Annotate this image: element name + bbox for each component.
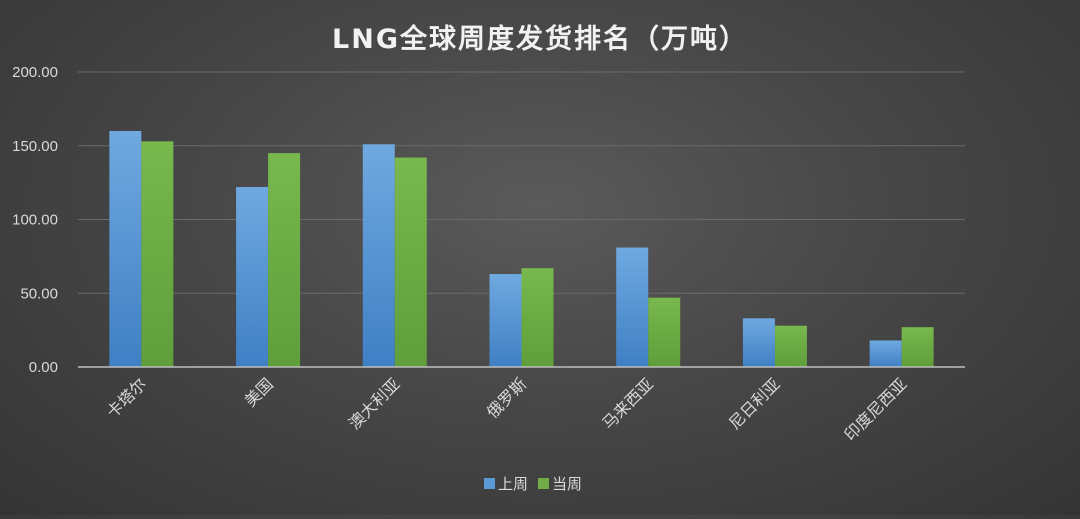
bar-last-week bbox=[362, 144, 395, 367]
x-category-label: 卡塔尔 bbox=[103, 374, 150, 421]
y-tick-label: 100.00 bbox=[12, 212, 58, 229]
legend-label: 上周 bbox=[498, 475, 528, 493]
y-axis-ticks: 0.00 50.00 100.00 150.00 200.00 bbox=[12, 64, 58, 376]
legend: 上周 当周 bbox=[484, 475, 582, 493]
bar-this-week bbox=[521, 268, 554, 367]
x-category-label: 尼日利亚 bbox=[725, 374, 784, 433]
legend-label: 当周 bbox=[552, 475, 582, 493]
y-tick-label: 200.00 bbox=[12, 64, 58, 81]
y-tick-label: 50.00 bbox=[20, 285, 58, 302]
y-tick-label: 150.00 bbox=[12, 138, 58, 155]
y-tick-label: 0.00 bbox=[29, 359, 58, 376]
bar-last-week bbox=[616, 247, 649, 367]
gridlines bbox=[78, 71, 965, 294]
bar-last-week bbox=[869, 340, 902, 367]
bar-last-week bbox=[742, 318, 775, 367]
x-category-label: 澳大利亚 bbox=[345, 374, 404, 433]
bar-this-week bbox=[394, 157, 427, 367]
bar-this-week bbox=[141, 141, 174, 367]
x-category-label: 马来西亚 bbox=[598, 374, 657, 433]
legend-swatch bbox=[484, 478, 495, 489]
bar-this-week bbox=[268, 153, 301, 367]
x-category-label: 美国 bbox=[241, 374, 277, 410]
bar-last-week bbox=[489, 274, 522, 367]
bar-this-week bbox=[774, 325, 807, 367]
bar-last-week bbox=[236, 187, 269, 367]
x-axis-labels: 卡塔尔 美国 澳大利亚 俄罗斯 马来西亚 尼日利亚 印度尼西亚 bbox=[103, 374, 911, 444]
bar-this-week bbox=[648, 297, 681, 367]
legend-swatch bbox=[538, 478, 549, 489]
chart-title: LNG全球周度发货排名（万吨） bbox=[332, 23, 748, 55]
bar-last-week bbox=[109, 131, 142, 367]
x-category-label: 俄罗斯 bbox=[483, 374, 530, 421]
x-category-label: 印度尼西亚 bbox=[840, 374, 910, 444]
bar-this-week bbox=[901, 327, 934, 367]
bars bbox=[109, 131, 934, 367]
